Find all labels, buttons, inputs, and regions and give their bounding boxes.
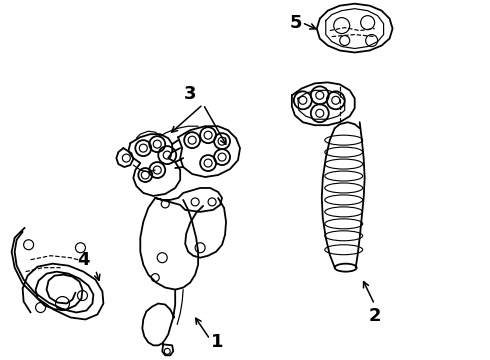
- Text: 5: 5: [290, 14, 302, 32]
- Text: 3: 3: [184, 85, 196, 103]
- Text: 4: 4: [77, 251, 90, 269]
- Text: 1: 1: [211, 333, 223, 351]
- Text: 2: 2: [368, 307, 381, 325]
